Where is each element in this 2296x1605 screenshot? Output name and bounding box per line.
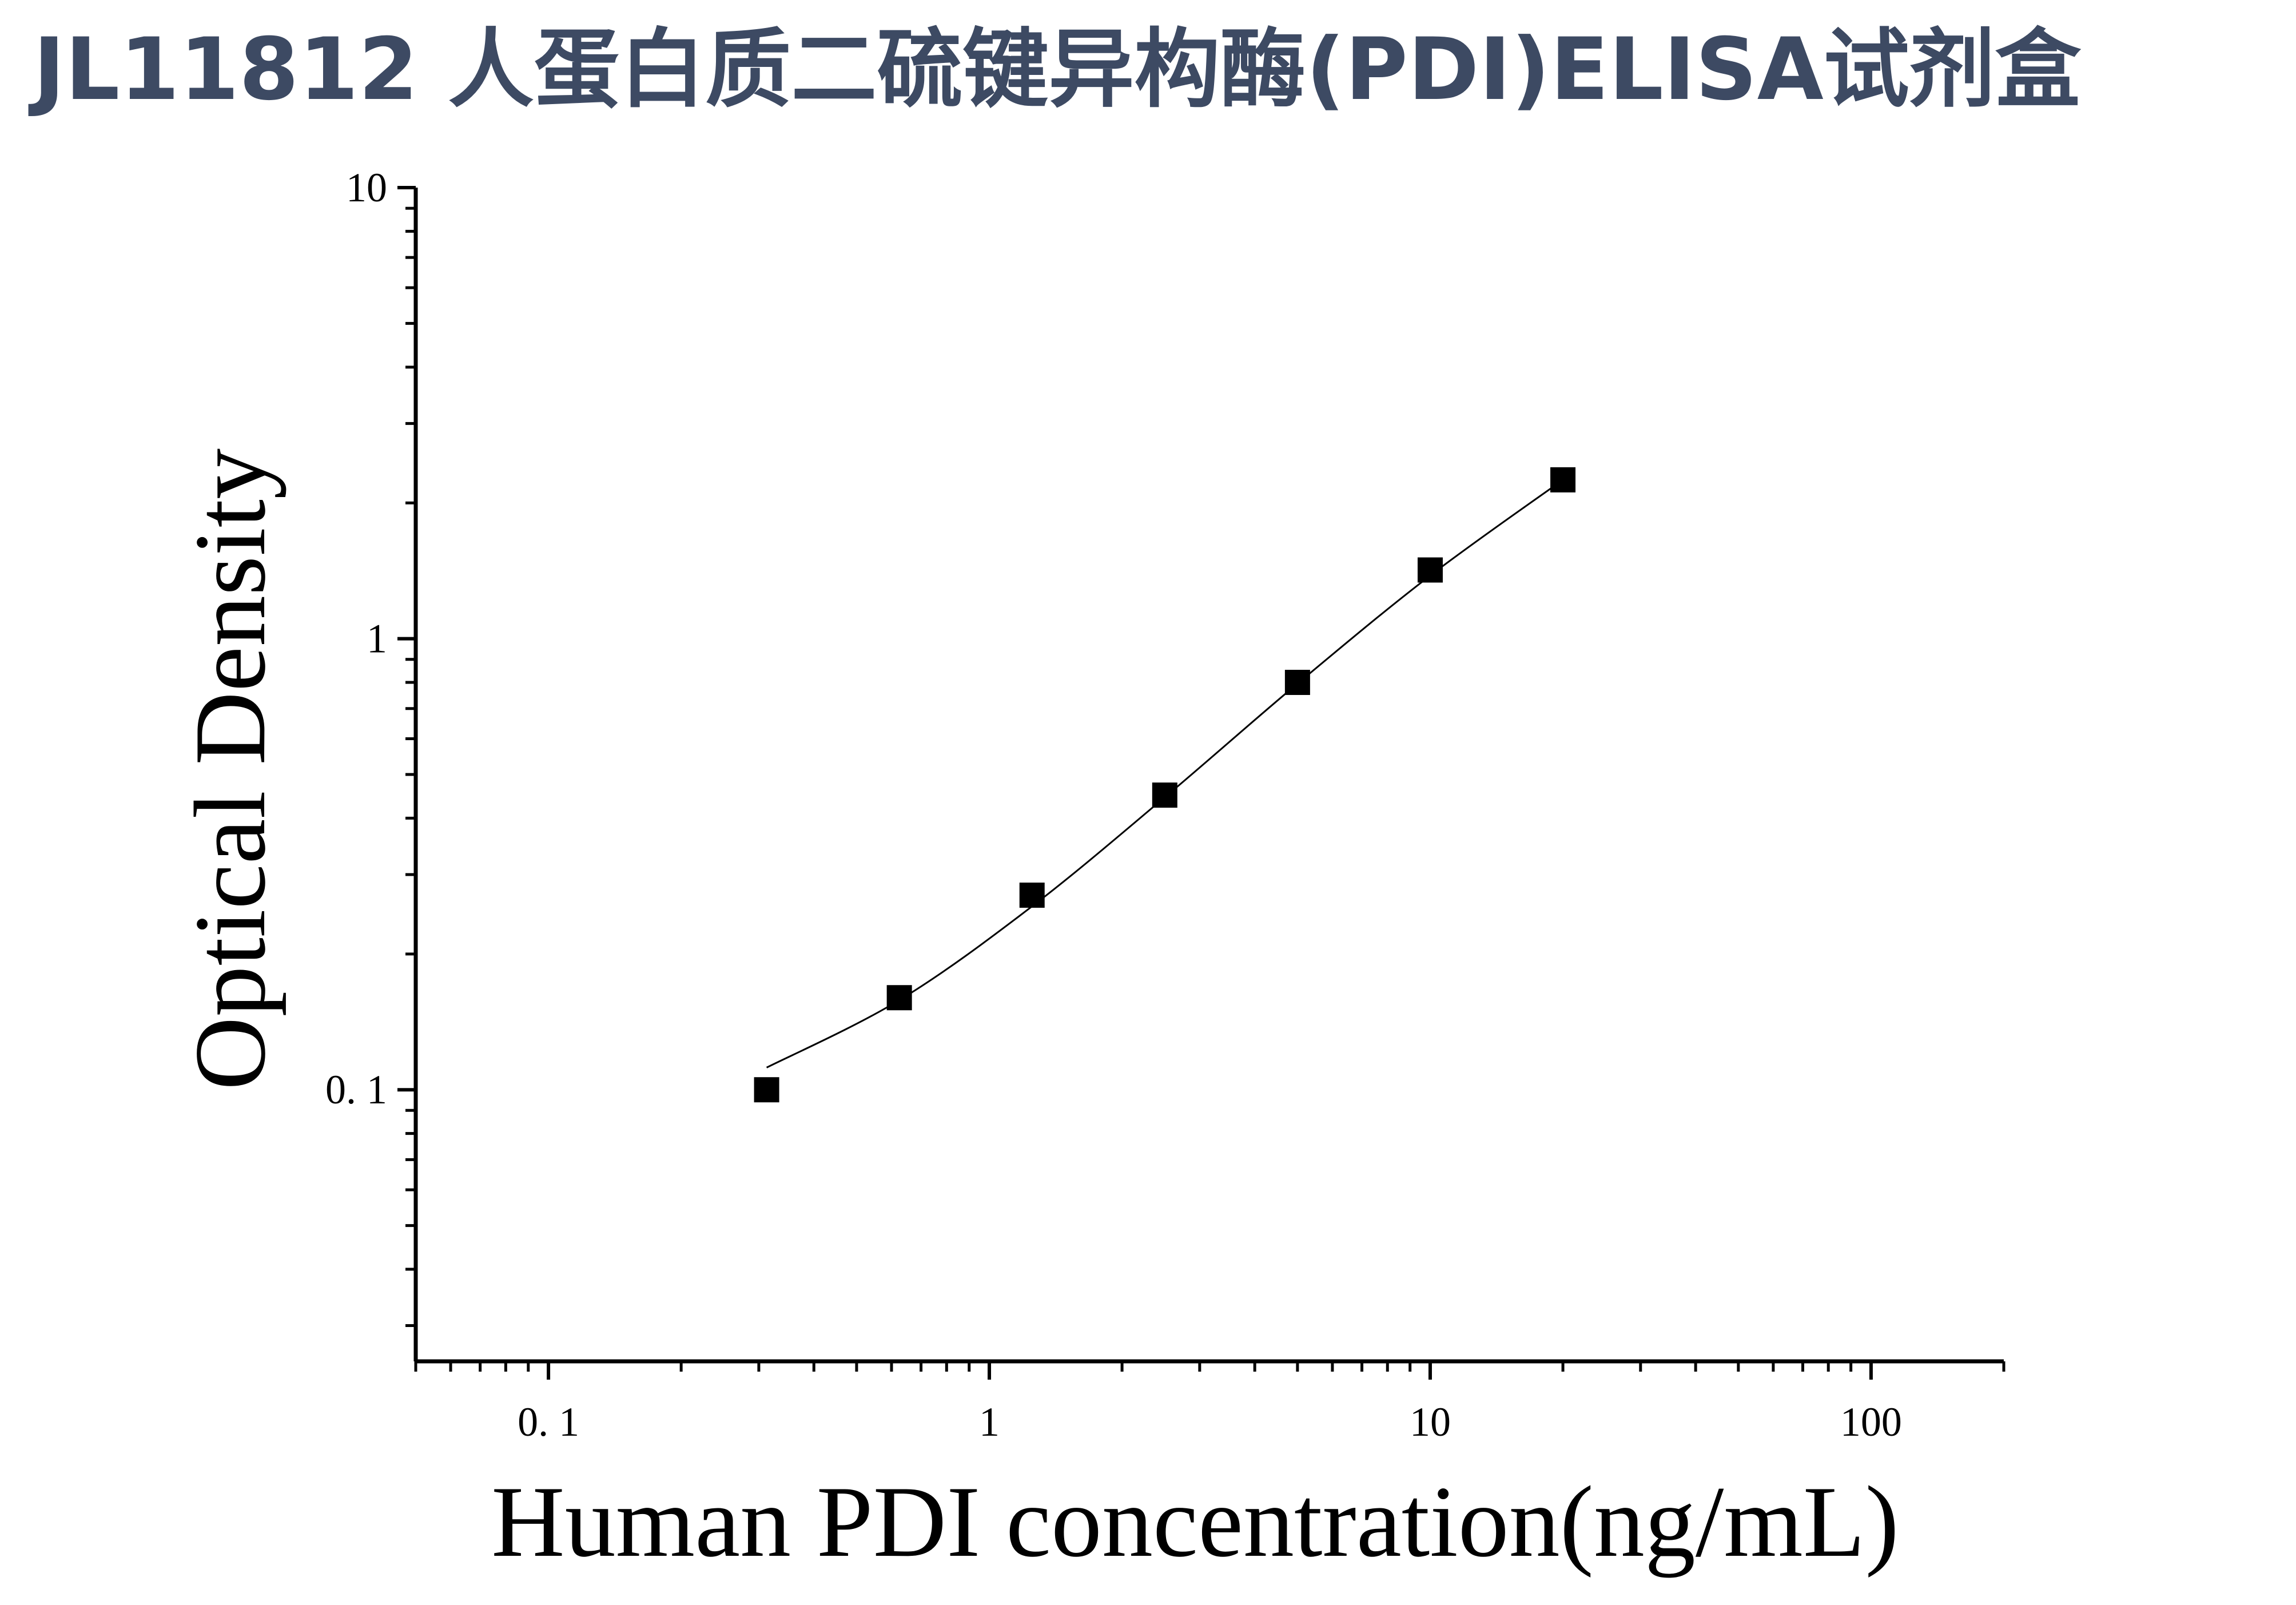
fit-curve-line bbox=[766, 479, 1563, 1068]
x-tick-label: 100 bbox=[1840, 1399, 1902, 1445]
x-tick-label: 0. 1 bbox=[518, 1399, 579, 1445]
x-tick-label: 10 bbox=[1410, 1399, 1451, 1445]
data-points bbox=[754, 467, 1576, 1103]
data-point bbox=[1152, 782, 1177, 808]
y-tick-label: 0. 1 bbox=[325, 1067, 387, 1113]
data-point bbox=[1019, 883, 1045, 908]
x-tick-label: 1 bbox=[979, 1399, 1000, 1445]
x-axis-title: Human PDI concentration(ng/mL) bbox=[491, 1465, 1899, 1578]
data-point bbox=[1284, 670, 1310, 696]
data-point bbox=[1417, 557, 1443, 583]
y-tick-label: 10 bbox=[346, 165, 387, 210]
chart-axes bbox=[413, 188, 2004, 1364]
y-tick-label: 1 bbox=[367, 616, 387, 662]
y-axis-title: Optical Density bbox=[173, 448, 286, 1090]
chart-ticks bbox=[397, 186, 2005, 1380]
data-point bbox=[754, 1077, 779, 1103]
page-title: JL11812 人蛋白质二硫键异构酶(PDI)ELISA试剂盒 bbox=[33, 20, 2081, 120]
chart-tick-labels: 0. 1 1 10 100 0. 1 1 10 bbox=[325, 165, 1902, 1445]
data-point bbox=[886, 985, 912, 1011]
data-point bbox=[1550, 467, 1576, 492]
